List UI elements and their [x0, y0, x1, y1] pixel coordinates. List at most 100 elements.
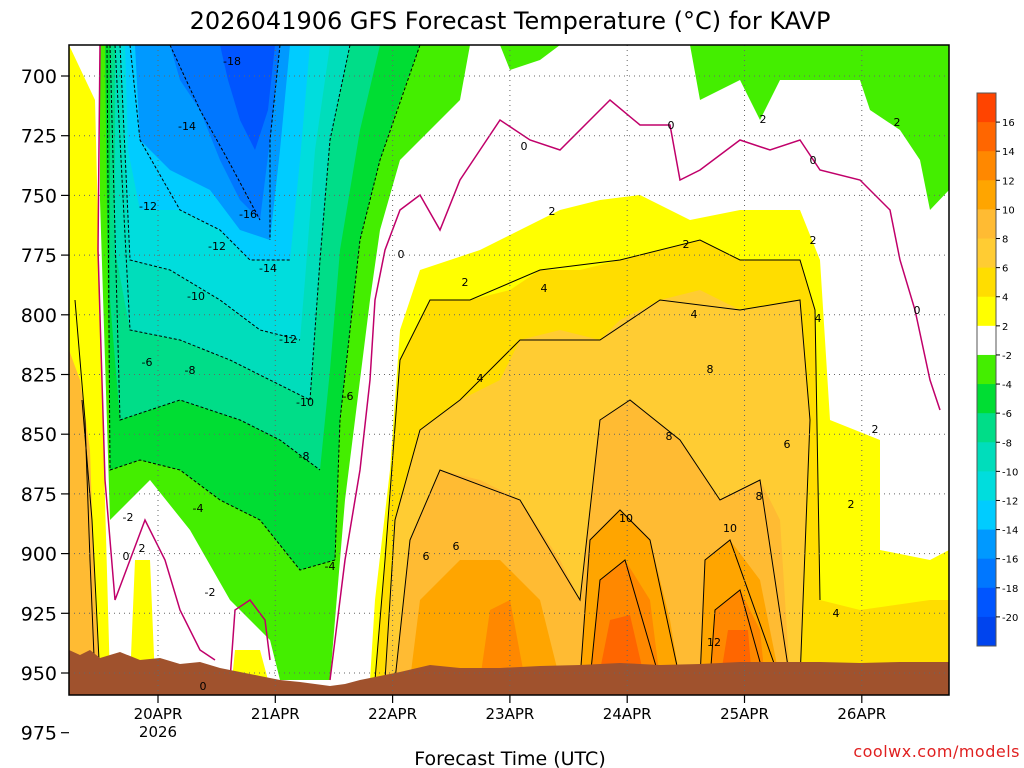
contour-warm-label-0: 2: [139, 542, 146, 555]
contour-warm-label-14: 8: [707, 363, 714, 376]
contour-cold-label-0: -18: [223, 55, 241, 68]
contour-line-cold-4: [109, 45, 321, 471]
y-tick-label-775: 775: [21, 245, 57, 267]
contour-freezing-label-5: 0: [810, 154, 817, 167]
contour-freezing-label-1: 0: [200, 680, 207, 693]
contour-line-cold-6: [169, 45, 261, 221]
contour-warm-label-6: 2: [894, 116, 901, 129]
contour-warm-label-8: 4: [541, 282, 548, 295]
x-axis: 20APR 21APR 22APR 23APR 24APR 25APR 26APR: [134, 695, 886, 723]
y-tick-label-750: 750: [21, 185, 57, 207]
contour-line-cold-5: [106, 45, 336, 571]
x-axis-title: Forecast Time (UTC): [414, 748, 605, 768]
freezing-line-left: [97, 45, 216, 661]
plot-area: -18 -14 -16 -12 -12 -14 -10 -12 -6 -8 -10 -6 -8 -4 -4 -…: [69, 45, 949, 695]
contour-warm-label-3: 2: [683, 238, 690, 251]
x-tick-label-21APR: 21APR: [251, 705, 300, 723]
y-tick-label-725: 725: [21, 126, 57, 148]
region-plus14-to-plus16: [598, 615, 752, 680]
contour-cold-label-13: -4: [193, 502, 204, 515]
contour-cold-label-1: -14: [178, 120, 196, 133]
colorbar-tick-label-8: -2: [1002, 351, 1012, 362]
contour-freezing-label-2: 0: [398, 248, 405, 261]
contour-line-left-2: [81, 399, 101, 681]
contour-freezing-label-4: 0: [668, 119, 675, 132]
freezing-line-pocket: [229, 598, 271, 681]
colorbar-swatch-0: [977, 93, 996, 123]
contour-line-left-1: [74, 299, 96, 681]
contour-warm-label-9: 4: [477, 372, 484, 385]
contour-line-cold-2: [119, 45, 301, 341]
contour-warm-label-5: 2: [810, 234, 817, 247]
contour-warm-label-22: 2: [848, 498, 855, 511]
colorbar-tick-label-13: -12: [1002, 496, 1018, 507]
colorbar-tick-label-15: -16: [1002, 555, 1018, 566]
contour-warm-label-19: 8: [756, 490, 763, 503]
colorbar-swatch-18: [977, 616, 996, 647]
y-tick-label-700: 700: [21, 66, 57, 88]
x-tick-label-26APR: 26APR: [837, 705, 886, 723]
y-tick-label-850: 850: [21, 424, 57, 446]
colorbar-tick-label-5: 6: [1002, 264, 1008, 275]
freezing-line-main: [329, 98, 941, 681]
chart-title: 2026041906 GFS Forecast Temperature (°C)…: [190, 7, 831, 35]
contour-warm-label-21: 4: [833, 607, 840, 620]
colorbar-swatch-9: [977, 354, 996, 385]
contour-cold-label-3: -12: [139, 200, 157, 213]
y-tick-label-875: 875: [21, 484, 57, 506]
y-axis: 700 725 750 775 800 825 850 875 900 925 950 975: [21, 66, 69, 745]
contour-warm-label-4: 2: [760, 113, 767, 126]
colorbar-swatch-2: [977, 151, 996, 181]
contour-labels: -18 -14 -16 -12 -12 -14 -10 -12 -6 -8 -10 -6 -8 -4 -4 -…: [123, 55, 921, 693]
colorbar-tick-label-0: 16: [1002, 118, 1015, 129]
y-tick-label-950: 950: [21, 663, 57, 685]
contour-cold-label-4: -12: [208, 240, 226, 253]
colorbar-tick-label-6: 4: [1002, 293, 1008, 304]
colorbar-swatch-5: [977, 238, 996, 269]
contour-cold-label-14: -4: [325, 560, 336, 573]
y-tick-label-925: 925: [21, 603, 57, 625]
region-upper-left-green: [500, 45, 560, 70]
contour-cold-label-11: -6: [343, 390, 354, 403]
gridlines: [69, 45, 949, 695]
x-tick-label-25APR: 25APR: [720, 705, 769, 723]
contour-cold-label-12: -8: [299, 450, 310, 463]
colorbar-swatch-15: [977, 529, 996, 560]
x-tick-label-24APR: 24APR: [603, 705, 652, 723]
colorbar-swatch-11: [977, 413, 996, 443]
y-tick-label-825: 825: [21, 365, 57, 387]
contour-warm-label-18: 8: [666, 430, 673, 443]
contour-line-cold-9: [334, 45, 421, 561]
contour-cold-label-5: -14: [259, 262, 277, 275]
contour-lines: [74, 45, 821, 681]
contour-cold-label-9: -8: [185, 364, 196, 377]
y-tick-label-900: 900: [21, 544, 57, 566]
colorbar-tick-label-11: -8: [1002, 438, 1012, 449]
contour-warm-label-2: 2: [549, 205, 556, 218]
contour-cold-label-8: -6: [142, 356, 153, 369]
contour-line-warm-4: [579, 509, 781, 681]
contour-warm-label-10: 4: [691, 308, 698, 321]
colorbar-swatch-12: [977, 442, 996, 472]
contour-cold-label-15: -2: [123, 511, 134, 524]
colorbar-swatch-3: [977, 180, 996, 210]
contour-warm-label-16: 10: [619, 512, 633, 525]
y-tick-label-975: 975: [21, 723, 57, 745]
region-small-yellow-pocket: [130, 560, 155, 680]
x-tick-label-23APR: 23APR: [485, 705, 534, 723]
colorbar-swatch-1: [977, 122, 996, 152]
colorbar-swatch-14: [977, 500, 996, 531]
x-tick-label-20APR: 20APR: [134, 705, 183, 723]
colorbar-swatch-16: [977, 558, 996, 589]
contour-line-cold-8: [309, 45, 351, 401]
contour-cold-label-6: -10: [187, 290, 205, 303]
contour-cold-label-16: -2: [205, 586, 216, 599]
plot-border: [68, 44, 950, 696]
contour-line-warm-1: [374, 239, 821, 681]
contour-warm-label-7: 2: [872, 423, 879, 436]
region-upper-right-green: [690, 45, 949, 210]
contour-freezing-label-3: 0: [521, 140, 528, 153]
x-tick-label-22APR: 22APR: [368, 705, 417, 723]
colorbar-tick-label-12: -10: [1002, 467, 1018, 478]
